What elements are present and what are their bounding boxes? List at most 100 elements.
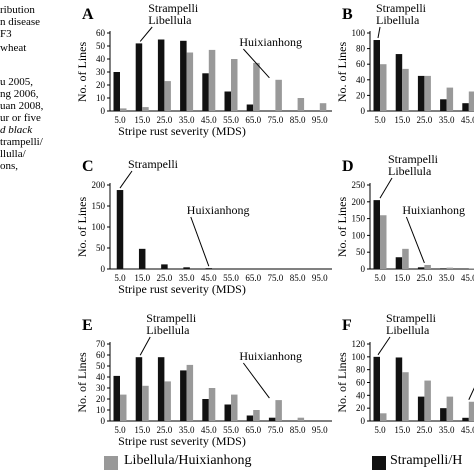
- annotation-leader: [377, 336, 391, 356]
- bar-grey-35.0: [446, 87, 454, 111]
- y-tick-label: 50: [356, 247, 366, 257]
- bar-black-35.0: [440, 99, 447, 111]
- x-tick-label: 15.0: [134, 425, 150, 435]
- x-tick-label: 35.0: [179, 273, 195, 283]
- y-tick-label: 80: [356, 44, 366, 54]
- y-tick-label: 150: [352, 214, 366, 224]
- bar-black-45.0: [202, 73, 209, 111]
- bar-black-15.0: [135, 43, 143, 111]
- y-tick-label: 20: [356, 90, 366, 100]
- y-tick-label: 100: [92, 222, 106, 232]
- panel-a: A 0 10 20 30 40 50 60 No. of Lines 5.0 15.0 25.0 35.…: [75, 1, 332, 138]
- bar-grey-5.0: [380, 64, 387, 111]
- x-tick-label: 45.0: [201, 115, 217, 125]
- y-tick-label: 100: [352, 230, 366, 240]
- caption-line: ng 2006,: [0, 88, 39, 100]
- bar-black-65.0: [246, 415, 254, 421]
- bar-black-45.0: [205, 268, 213, 269]
- bar-grey-45.0: [468, 268, 474, 269]
- x-tick-label: 55.0: [223, 425, 239, 435]
- bar-black-25.0: [417, 396, 425, 421]
- caption-line: ur or five: [0, 112, 41, 124]
- bar-black-25.0: [161, 264, 168, 269]
- y-tick-label: 60: [356, 59, 366, 69]
- bar-grey-15.0: [402, 248, 409, 269]
- bar-black-35.0: [180, 40, 187, 111]
- y-tick-label: 40: [356, 75, 366, 85]
- bar-black-45.0: [462, 103, 469, 111]
- bar-grey-15.0: [142, 385, 149, 421]
- y-tick-label: 30: [96, 67, 106, 77]
- x-tick-label: 65.0: [245, 273, 261, 283]
- panel-letter: F: [342, 317, 352, 334]
- x-tick-label: 35.0: [179, 115, 195, 125]
- annotation-label: Libellula: [388, 164, 432, 178]
- y-axis-title: No. of Lines: [75, 42, 89, 103]
- annotation-label: Huixianhong: [239, 35, 302, 49]
- y-tick-label: 60: [96, 350, 106, 360]
- bar-black-25.0: [417, 267, 425, 269]
- bar-black-15.0: [395, 54, 403, 111]
- bar-black-5.0: [373, 200, 380, 269]
- annotation-label: Strampelli: [128, 157, 179, 171]
- y-tick-label: 0: [101, 264, 106, 274]
- y-tick-label: 70: [96, 339, 106, 349]
- panel-letter: C: [82, 158, 94, 175]
- bar-grey-55.0: [231, 394, 238, 421]
- y-tick-label: 100: [352, 352, 366, 362]
- legend-grey-label: Libellula/Huixianhong: [124, 453, 252, 468]
- y-tick-label: 10: [96, 405, 106, 415]
- caption-line: trampelli/: [0, 136, 43, 148]
- bar-grey-5.0: [380, 215, 387, 269]
- y-tick-label: 60: [96, 28, 106, 38]
- x-tick-label: 85.0: [290, 115, 306, 125]
- annotation-label: Strampelli: [388, 152, 439, 166]
- bar-grey-85.0: [297, 417, 305, 421]
- annotation-label: Huixianhong: [402, 203, 465, 217]
- x-tick-label: 95.0: [312, 273, 328, 283]
- bar-grey-15.0: [402, 68, 409, 111]
- panel-letter: B: [342, 6, 353, 23]
- bar-grey-65.0: [253, 62, 260, 111]
- annotation-label: Strampelli: [376, 1, 427, 15]
- annotation-leader: [468, 387, 474, 400]
- y-tick-label: 50: [96, 243, 106, 253]
- annotation-label: Libellula: [386, 323, 430, 337]
- x-tick-label: 5.0: [374, 273, 386, 283]
- bar-grey-35.0: [446, 396, 454, 421]
- caption-line: wheat: [0, 42, 27, 54]
- bar-black-75.0: [268, 417, 276, 421]
- annotation-leader: [139, 26, 153, 42]
- bar-black-65.0: [246, 104, 254, 111]
- bar-black-35.0: [440, 408, 447, 421]
- x-tick-label: 5.0: [374, 115, 386, 125]
- y-tick-label: 0: [101, 106, 106, 116]
- bar-grey-25.0: [164, 381, 171, 421]
- x-tick-label: 45.0: [461, 425, 474, 435]
- bar-grey-25.0: [424, 380, 431, 421]
- bar-grey-25.0: [164, 81, 171, 111]
- x-tick-label: 35.0: [439, 425, 455, 435]
- caption-line: llulla/: [0, 148, 26, 160]
- annotation-leader: [377, 26, 381, 39]
- x-tick-label: 45.0: [461, 273, 474, 283]
- bar-black-55.0: [224, 404, 231, 421]
- bar-black-35.0: [180, 370, 187, 421]
- caption-line: n disease: [0, 16, 41, 28]
- y-tick-label: 40: [356, 390, 366, 400]
- bar-grey-35.0: [446, 267, 454, 269]
- annotation-leader: [119, 170, 133, 189]
- x-tick-label: 85.0: [290, 425, 306, 435]
- y-tick-label: 0: [101, 416, 106, 426]
- x-tick-label: 35.0: [439, 115, 455, 125]
- x-axis-title: Stripe rust severity (MDS): [118, 434, 246, 448]
- x-tick-label: 35.0: [439, 273, 455, 283]
- x-tick-label: 65.0: [245, 425, 261, 435]
- panel-letter: A: [82, 6, 94, 23]
- annotation-label: Strampelli: [148, 1, 199, 15]
- bar-black-5.0: [116, 190, 124, 269]
- y-tick-label: 20: [96, 80, 106, 90]
